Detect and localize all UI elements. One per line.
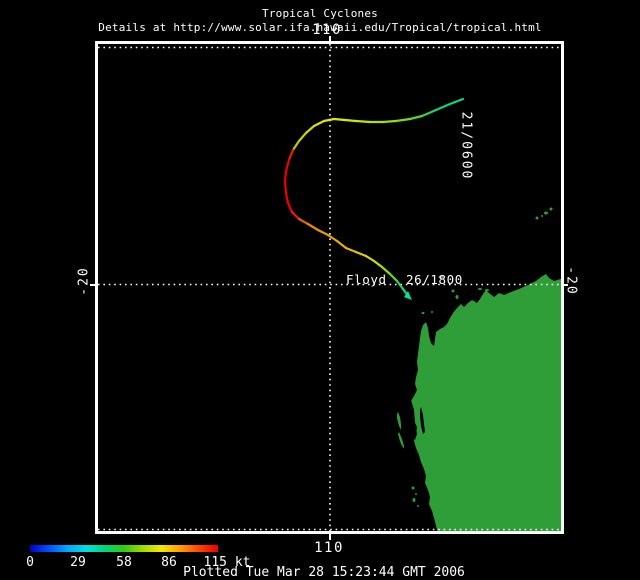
graticule (98, 44, 561, 532)
island (438, 275, 444, 279)
landmass-western-australia (410, 274, 564, 534)
track-segment (381, 119, 398, 124)
track-segment (344, 246, 358, 254)
track-segment (388, 272, 399, 283)
track-segment (380, 265, 392, 276)
coastal-inlets (410, 400, 425, 440)
scale-tick-0: 0 (26, 555, 34, 570)
scale-tick-115kt: 115 kt (203, 555, 251, 570)
island (541, 215, 543, 217)
island (411, 486, 415, 490)
track-segment (364, 254, 376, 263)
wind-colorbar (30, 545, 218, 552)
island (431, 311, 433, 313)
track-segment (335, 239, 348, 250)
lat-label-left: -20 (76, 266, 92, 296)
track-segment (354, 250, 368, 258)
track-segment (297, 217, 310, 226)
island (417, 505, 419, 507)
island (535, 216, 539, 220)
track-segment (283, 180, 288, 195)
island-strip (397, 412, 401, 430)
storm-name-label: Floyd (346, 272, 387, 287)
track-segment (297, 131, 308, 143)
island (451, 289, 455, 293)
track-segment (354, 119, 372, 124)
island (485, 289, 489, 291)
island (421, 312, 425, 314)
island (544, 211, 548, 215)
plot-timestamp: Plotted Tue Mar 28 15:23:44 GMT 2006 (183, 565, 465, 580)
track-segment (448, 97, 465, 106)
landmass-group (397, 207, 564, 534)
track-segment (420, 108, 438, 118)
track-segment (316, 228, 330, 237)
scale-tick-58: 58 (116, 555, 132, 570)
track-segment (408, 114, 424, 121)
track-segment (312, 119, 326, 128)
track-segment (326, 233, 339, 243)
track-start-time-label: 21/0600 (458, 111, 474, 181)
island (455, 295, 459, 299)
inlet (420, 407, 425, 434)
track-segment (286, 201, 294, 214)
page-title: Tropical Cyclones (262, 7, 378, 20)
track-segment (372, 259, 384, 269)
track-segment (306, 222, 320, 232)
track-segment (290, 210, 301, 221)
inlet (410, 400, 417, 440)
track-arrowhead (404, 291, 412, 300)
lon-label-top: 110 (312, 22, 342, 38)
track-segment (395, 279, 405, 291)
details-url-text: Details at http://www.solar.ifa.hawaii.e… (98, 21, 542, 34)
lon-label-bottom: 110 (314, 540, 344, 556)
track-segment (287, 148, 295, 162)
island (549, 207, 553, 211)
track-segment (322, 117, 336, 123)
track-segment (284, 191, 290, 205)
lat-label-right: -20 (563, 266, 579, 296)
island (478, 288, 482, 290)
track-segment (291, 139, 301, 152)
track-segment (394, 117, 412, 123)
track-segment (332, 117, 347, 122)
island (412, 498, 416, 502)
storm-track (283, 97, 465, 299)
island (415, 493, 417, 495)
island-strip (398, 432, 404, 449)
track-segment (283, 169, 288, 184)
track-segment (284, 158, 291, 173)
scale-tick-29: 29 (70, 555, 86, 570)
track-segment (434, 102, 452, 112)
track-segment (343, 118, 358, 123)
plot-frame (95, 41, 564, 534)
track-segment (304, 124, 316, 135)
track-end-time-label: 26/1800 (406, 272, 463, 287)
scale-tick-86: 86 (161, 555, 177, 570)
